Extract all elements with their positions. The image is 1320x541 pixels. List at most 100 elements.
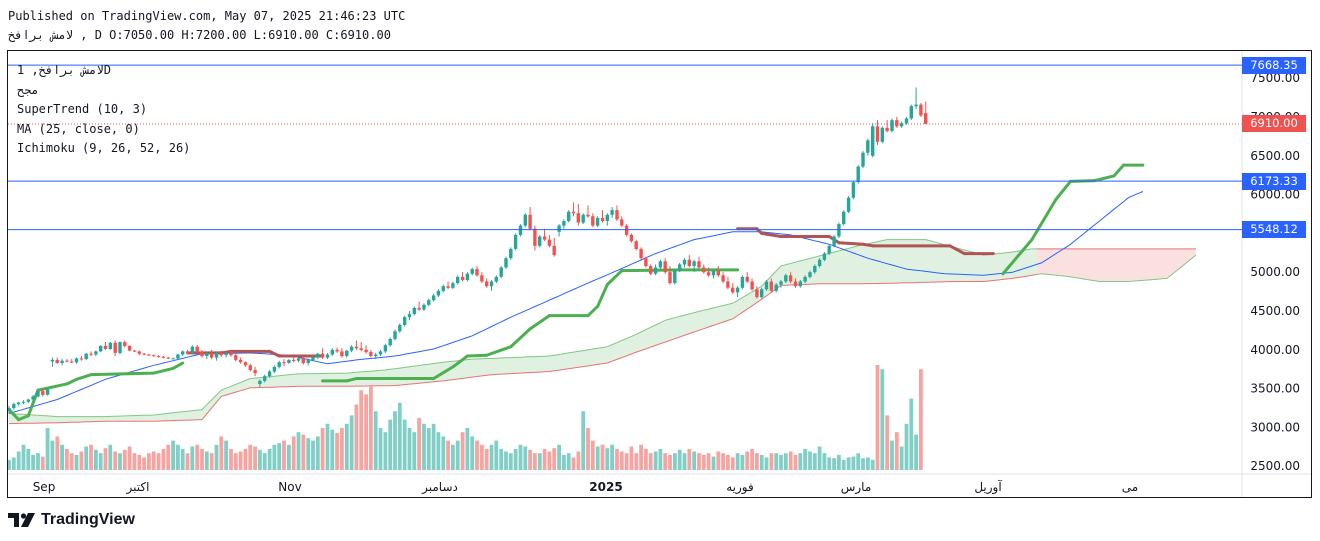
candle-body [731,287,735,293]
volume-bar [803,449,807,470]
volume-bar [402,419,407,470]
volume-bar [533,453,537,470]
candle-body [687,259,691,266]
volume-bar [26,449,31,470]
volume-bar [185,453,190,470]
candle-body [374,354,378,357]
volume-bar [668,454,672,470]
volume-bar [277,443,282,470]
candle-body [152,355,156,357]
candle-body [407,314,412,318]
volume-bar [817,446,822,470]
candle-body [760,289,764,298]
candle-body [354,346,359,349]
legend-ma[interactable]: MA (25, close, 0) [17,121,140,136]
volume-bar [36,453,40,470]
volume-bar [557,444,561,470]
candle-body [108,342,112,349]
volume-bar [267,449,272,470]
volume-bar [21,444,26,470]
volume-bar [653,451,658,470]
price-tick-label: 3000.00 [1250,420,1300,434]
volume-bar [69,453,74,470]
volume-bar [113,451,118,470]
volume-bar [528,449,532,470]
candle-body [465,273,470,280]
volume-bar [692,451,697,470]
candle-body [70,361,74,363]
candle-body [330,349,334,355]
candle-body [238,359,243,363]
volume-bar [489,444,494,470]
time-tick-label: Sep [33,480,56,494]
candle-body [620,219,624,226]
candle-body [673,270,677,283]
volume-bar [258,449,262,470]
volume-bar [837,454,841,470]
candle-body [349,346,354,351]
price-tag: 5548.12 [1242,221,1306,239]
volume-bar [740,454,745,470]
candle-body [475,269,479,276]
candle-body [16,402,21,405]
volume-bar [325,423,330,470]
supertrend-segment [485,345,513,357]
volume-bar [156,453,161,470]
candle-body [243,362,248,366]
candle-body [253,370,257,374]
supertrend-segment [605,269,624,287]
volume-bar [127,446,132,470]
candle-body [528,214,532,229]
candle-body [272,366,277,372]
candle-body [460,276,465,280]
candle-body [258,380,262,384]
volume-bar [861,458,865,470]
volume-bar [320,428,325,470]
candle-body [417,307,421,310]
volume-bar [508,453,513,470]
candle-body [788,275,793,282]
tradingview-brand[interactable]: TradingView [8,511,135,529]
volume-bar [460,432,465,470]
time-tick-label: آوریل [974,479,1002,495]
volume-bar [40,456,45,470]
volume-bar [301,434,306,470]
price-tick-label: 4500.00 [1250,304,1300,318]
volume-bar [499,449,504,470]
candle-body [851,182,856,198]
volume-bar [480,444,484,470]
legend-supertrend[interactable]: SuperTrend (10, 3) [17,102,148,116]
candle-body [45,389,50,395]
volume-bar [759,454,764,470]
legend-ichimoku[interactable]: Ichimoku (9, 26, 52, 26) [17,141,191,155]
price-tick-label: 5000.00 [1250,265,1300,279]
candle-body [84,353,88,360]
candle-body [210,352,214,358]
volume-bar [132,453,137,470]
candle-body [702,267,706,273]
candle-body [31,396,35,400]
volume-bar [296,432,301,470]
candle-body [113,342,117,353]
candle-body [224,352,228,356]
volume-bar [137,454,142,470]
candle-body [422,304,426,310]
candle-body [234,355,238,360]
candle-body [523,214,527,226]
candle-body [567,211,571,221]
volume-bar [866,457,870,470]
candle-body [692,261,696,266]
candle-body [504,258,508,268]
candle-body [393,331,397,339]
volume-bar [832,458,836,470]
volume-bar [909,398,914,470]
volume-bar [504,451,508,470]
candle-body [441,286,445,291]
volume-bar [629,446,634,470]
candle-body [485,281,489,287]
candle-body [837,224,841,237]
candle-body [639,248,643,259]
volume-bar [764,457,769,470]
volume-bar [595,446,600,470]
